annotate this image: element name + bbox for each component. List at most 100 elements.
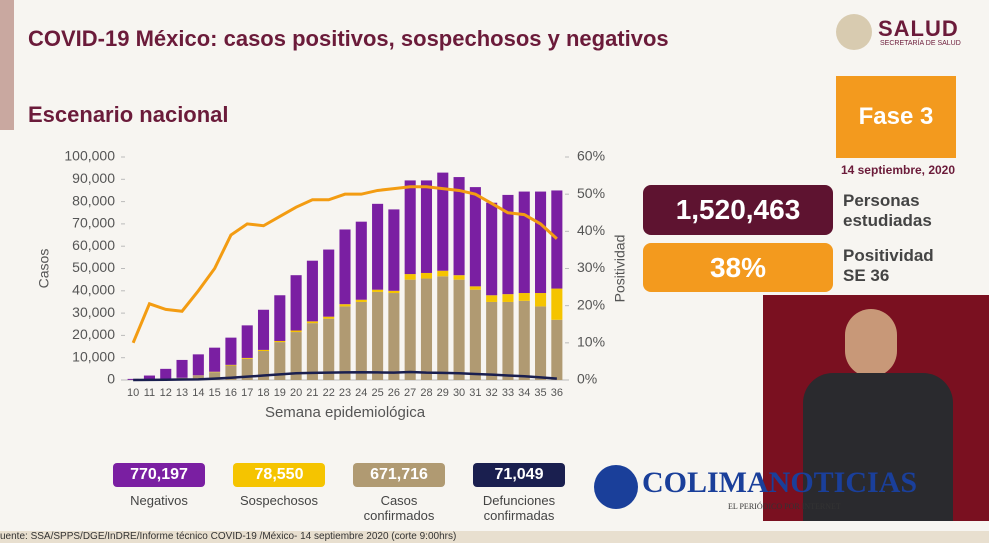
bar (420, 278, 433, 380)
bar (323, 318, 335, 380)
bar (551, 190, 563, 289)
x-tick-label: 12 (160, 387, 172, 399)
bar (502, 294, 514, 302)
video (763, 295, 989, 521)
bar (306, 260, 318, 322)
bar (274, 342, 286, 380)
bar (290, 332, 302, 380)
y2-tick-label: 50% (577, 185, 605, 201)
bar (143, 375, 155, 380)
x-tick-label: 21 (306, 387, 318, 399)
side-stripe (0, 0, 14, 130)
line (131, 185, 558, 344)
bar (306, 323, 318, 380)
y-tick-label: 80,000 (72, 192, 115, 208)
legend-label: Negativos (130, 493, 188, 508)
bar (339, 304, 351, 307)
bar (290, 275, 302, 331)
bar (257, 351, 270, 380)
x-tick-label: 13 (176, 387, 188, 399)
phase: Fase 3 (836, 76, 956, 158)
y-tick-label: 30,000 (72, 304, 115, 320)
bar (404, 274, 416, 280)
y2-tick-label: 30% (577, 259, 605, 275)
x-tick-label: 25 (371, 387, 383, 399)
bar (518, 191, 530, 294)
x-tick-label: 34 (518, 387, 530, 399)
x-tick-label: 22 (323, 387, 335, 399)
date: 14 septiembre, 2020 (840, 163, 956, 177)
y-tick-label: 20,000 (72, 326, 115, 342)
studied: 1,520,463 (643, 185, 833, 235)
bar (535, 306, 547, 380)
x-tick-label: 36 (551, 387, 563, 399)
bar (437, 270, 449, 277)
y2-tick-label: 20% (577, 296, 605, 312)
bar (437, 172, 449, 271)
bar (323, 316, 335, 319)
y2-tick-label: 0% (577, 371, 597, 387)
bar (518, 300, 530, 380)
bar (469, 187, 481, 287)
bar (486, 202, 498, 296)
bar (257, 349, 270, 352)
bar (453, 279, 465, 380)
x-tick-label: 11 (144, 387, 155, 399)
positivity: 38% (643, 243, 833, 292)
y-tick-label: 50,000 (72, 259, 115, 275)
bar (372, 203, 384, 290)
x-tick-label: 33 (502, 387, 514, 399)
y-axis-title: Casos (36, 249, 52, 289)
x-tick-label: 15 (209, 387, 221, 399)
x-tick-label: 28 (420, 387, 432, 399)
positivity-label: Positividad SE 36 (843, 246, 934, 285)
logo-seal (836, 14, 872, 50)
bar (502, 194, 514, 295)
subtitle: Escenario nacional (28, 102, 229, 127)
legend-label: Sospechosos (239, 493, 319, 508)
bar (160, 368, 172, 379)
bar (192, 375, 204, 380)
y-tick-label: 10,000 (72, 348, 115, 364)
x-tick-label: 20 (290, 387, 302, 399)
logo-sub: SECRETARÍA DE SALUD (880, 40, 961, 47)
bar (486, 301, 498, 380)
y-tick-label: 40,000 (72, 282, 115, 298)
legend-total: 671,716 (353, 463, 445, 487)
bar (535, 293, 547, 307)
legend-total: 71,049 (473, 463, 565, 487)
bar (420, 180, 433, 273)
bar (453, 177, 465, 276)
bar (355, 221, 367, 300)
bar (274, 340, 286, 343)
bar (404, 279, 416, 380)
source: uente: SSA/SPPS/DGE/InDRE/Informe técnic… (0, 531, 989, 543)
bar (241, 358, 253, 380)
bar (355, 299, 367, 302)
bar (453, 275, 465, 280)
legend-label: Defunciones confirmadas (482, 493, 556, 523)
x-tick-label: 27 (404, 387, 416, 399)
bar (241, 325, 253, 358)
y2-axis-title: Positividad (612, 235, 628, 303)
y-tick-label: 60,000 (72, 237, 115, 253)
line (133, 370, 557, 382)
y-tick-label: 100,000 (64, 148, 115, 164)
person-head (845, 309, 897, 377)
bar (388, 209, 400, 291)
x-tick-label: 17 (241, 387, 253, 399)
bar (502, 301, 514, 380)
watermark: COLIMANOTICIAS (642, 466, 918, 499)
studied-label: Personas estudiadas (843, 191, 932, 230)
x-tick-label: 29 (437, 387, 449, 399)
bar (404, 180, 416, 275)
bar (176, 359, 188, 378)
x-tick-label: 35 (534, 387, 546, 399)
bar (372, 289, 384, 292)
x-tick-label: 32 (486, 387, 498, 399)
bar (257, 309, 270, 350)
x-tick-label: 26 (388, 387, 400, 399)
bar (518, 293, 530, 301)
person-body (803, 373, 953, 521)
